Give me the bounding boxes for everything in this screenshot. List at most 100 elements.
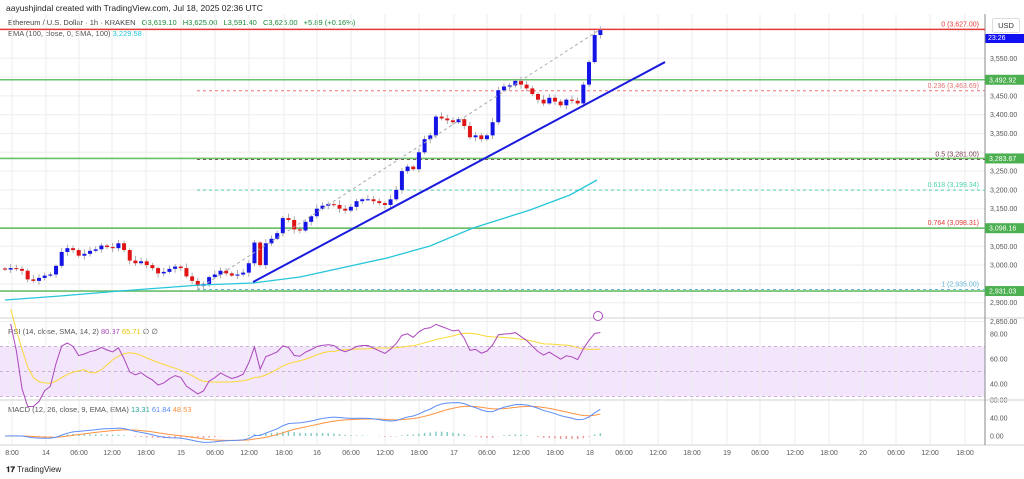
candle-body	[326, 204, 331, 206]
candle-body	[484, 135, 489, 140]
price-axis-label: 3,000.00	[990, 263, 1017, 270]
macd-hist-value: 13.31	[130, 405, 150, 414]
candle-body	[241, 272, 246, 275]
time-axis-label: 12:00	[921, 450, 939, 457]
rsi-sma-line	[10, 308, 601, 384]
candle-body	[314, 208, 319, 217]
symbol-legend: Ethereum / U.S. Dollar · 1h · KRAKEN O3,…	[8, 18, 355, 27]
candle-body	[269, 238, 274, 244]
creator-caption: aayushjindal created with TradingView.co…	[6, 3, 263, 13]
candle-body	[235, 274, 240, 276]
candle-body	[320, 205, 325, 209]
candle-body	[229, 273, 234, 276]
candle-body	[127, 250, 132, 261]
rsi-legend[interactable]: RSI (14, close, SMA, 14, 2) 80.37 65.71 …	[8, 327, 158, 336]
fib-level-label: 0.236 (3,463.69)	[928, 83, 979, 90]
price-axis-label: 2,900.00	[990, 300, 1017, 307]
candle-body	[31, 279, 36, 281]
candle-body	[337, 204, 342, 209]
candle-body	[587, 62, 592, 85]
candle-body	[343, 208, 348, 211]
candle-body	[3, 268, 7, 270]
candle-body	[348, 206, 353, 211]
time-axis-label: 20	[859, 450, 867, 457]
candle-body	[178, 266, 183, 269]
level-badge-label: 3,283.67	[989, 156, 1016, 163]
candle-body	[377, 201, 382, 204]
candle-body	[116, 243, 121, 249]
candle-body	[167, 268, 172, 272]
candle-body	[252, 242, 257, 264]
price-axis-label: 3,550.00	[990, 56, 1017, 63]
time-axis-label: 12:00	[649, 450, 667, 457]
candle-body	[360, 199, 365, 202]
price-axis-label: 3,350.00	[990, 131, 1017, 138]
level-badge-label: 3,098.16	[989, 226, 1016, 233]
candle-body	[524, 84, 529, 89]
candle-body	[246, 263, 251, 273]
time-axis-label: 17	[450, 450, 458, 457]
candle-body	[105, 245, 110, 248]
candle-body	[513, 80, 518, 86]
candle-body	[20, 268, 25, 271]
candle-body	[71, 248, 76, 251]
candle-body	[173, 266, 178, 269]
price-axis-label: 3,400.00	[990, 112, 1017, 119]
time-axis-label: 16	[313, 450, 321, 457]
fib-level-label: 0.5 (3,281.00)	[935, 151, 979, 158]
candle-body	[552, 97, 557, 102]
price-axis-label: 2,850.00	[990, 319, 1017, 326]
candle-body	[76, 250, 81, 256]
macd-axis-label: 40.00	[990, 416, 1008, 423]
time-axis-label: 12:00	[786, 450, 804, 457]
candle-body	[275, 233, 280, 239]
time-axis-label: 12:00	[376, 450, 394, 457]
candle-body	[93, 249, 98, 251]
candle-body	[416, 152, 421, 170]
time-axis-label: 06:00	[751, 450, 769, 457]
candle-body	[541, 99, 546, 104]
candle-body	[399, 171, 404, 190]
level-badge	[985, 223, 1024, 234]
symbol-title[interactable]: Ethereum / U.S. Dollar · 1h · KRAKEN	[8, 18, 136, 27]
candle-body	[581, 84, 586, 104]
candle-body	[144, 261, 149, 266]
candle-body	[184, 268, 189, 277]
candle-body	[422, 139, 427, 153]
candle-body	[405, 166, 410, 172]
candle-body	[309, 216, 314, 222]
time-axis-label: 06:00	[478, 450, 496, 457]
candle-body	[518, 80, 523, 85]
level-badge-label: 2,931.03	[989, 289, 1016, 296]
rsi-label: RSI (14, close, SMA, 14, 2)	[8, 327, 99, 336]
macd-legend[interactable]: MACD (12, 26, close, 9, EMA, EMA) 13.31 …	[8, 405, 192, 414]
level-badge	[985, 74, 1024, 85]
fib-level-label: 0.764 (3,098.31)	[928, 220, 979, 227]
level-badge	[985, 286, 1024, 297]
rsi-extra2: ∅	[151, 327, 158, 336]
candle-body	[496, 90, 501, 123]
tradingview-logo[interactable]: 𝟏𝟕 TradingView	[6, 465, 61, 475]
time-axis-label: 06:00	[887, 450, 905, 457]
candle-body	[547, 97, 552, 104]
ema-legend[interactable]: EMA (100, close, 0, SMA, 100) 3,229.58	[8, 29, 142, 38]
time-axis-label: 18:00	[410, 450, 428, 457]
currency-button[interactable]: USD	[992, 18, 1020, 33]
time-axis-label: 06:00	[70, 450, 88, 457]
candle-body	[139, 261, 144, 264]
candle-body	[292, 219, 297, 230]
fib-diagonal	[196, 28, 601, 290]
macd-axis-label: 0.00	[990, 434, 1004, 441]
ohlc-high: H3,625.00	[182, 18, 218, 27]
candle-body	[25, 270, 30, 280]
candle-body	[507, 85, 512, 87]
rsi-value: 80.37	[100, 327, 120, 336]
candle-body	[218, 270, 223, 275]
candle-body	[82, 253, 87, 256]
time-axis-label: 8:00	[5, 450, 19, 457]
time-axis-label: 18	[586, 450, 594, 457]
candle-body	[433, 116, 438, 136]
ohlc-open: O3,619.10	[141, 18, 177, 27]
time-axis-label: 19	[723, 450, 731, 457]
level-badge	[985, 153, 1024, 164]
